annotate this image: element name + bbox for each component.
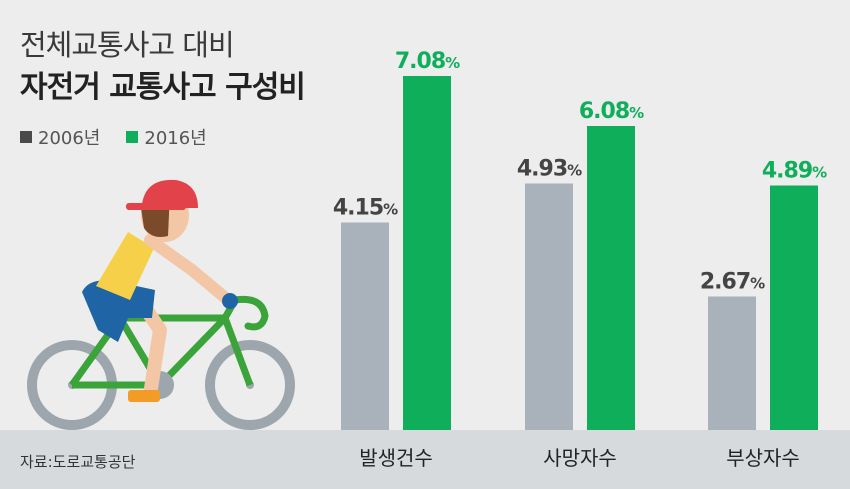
legend-swatch-2016 <box>126 131 139 143</box>
category-label-2: 사망자수 <box>543 446 617 470</box>
bar-2006-3 <box>708 296 756 430</box>
value-label-2006-3: 2.67% <box>700 270 765 295</box>
bar-2016-2 <box>587 126 635 430</box>
category-label-3: 부상자수 <box>726 446 800 470</box>
bar-2006-2 <box>525 183 573 430</box>
legend-item-2016: 2016년 <box>126 124 207 150</box>
value-labels-group: 4.15% 7.08% 4.93% 6.08% 2.67% 4.89% <box>333 49 828 295</box>
category-labels-group: 발생건수 사망자수 부상자수 <box>359 446 800 470</box>
source-note: 자료:도로교통공단 <box>20 453 136 471</box>
value-label-2006-1: 4.15% <box>333 196 398 221</box>
value-label-2016-2: 6.08% <box>579 99 644 124</box>
value-label-2006-2: 4.93% <box>517 157 582 182</box>
chart-title-line-1: 전체교통사고 대비 <box>20 28 235 62</box>
bar-2016-1 <box>403 76 451 430</box>
value-label-2016-1: 7.08% <box>395 49 460 74</box>
legend-item-2006: 2006년 <box>20 124 100 150</box>
bar-2016-3 <box>770 185 818 430</box>
bar-2006-1 <box>341 222 389 430</box>
legend: 2006년 2016년 <box>20 124 207 150</box>
footer-band <box>0 430 850 489</box>
legend-label-2016: 2016년 <box>144 128 207 149</box>
chart-title-line-2: 자전거 교통사고 구성비 <box>20 70 306 105</box>
legend-swatch-2006 <box>20 131 32 143</box>
bars-group <box>341 76 818 430</box>
cyclist-illustration <box>27 179 295 430</box>
category-label-1: 발생건수 <box>359 446 433 470</box>
value-label-2016-3: 4.89% <box>762 159 827 184</box>
legend-label-2006: 2006년 <box>38 128 101 149</box>
